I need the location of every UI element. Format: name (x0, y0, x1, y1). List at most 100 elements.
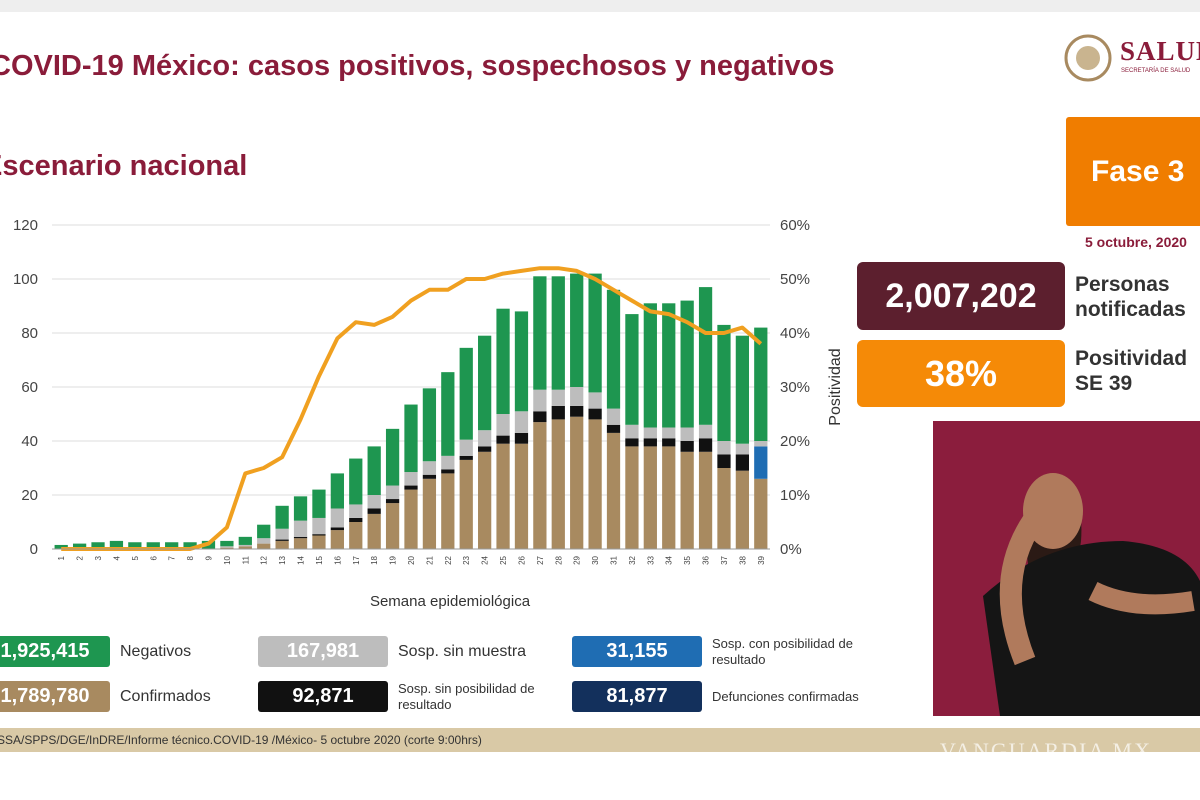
bar-segment (533, 422, 547, 549)
bar-segment (533, 389, 547, 412)
bar-segment (588, 408, 602, 420)
y2-tick-label: 20% (780, 433, 810, 450)
y-tick-label: 60 (21, 379, 38, 396)
bar-segment (588, 419, 602, 549)
bar-segment (533, 276, 547, 390)
bar-segment (367, 508, 381, 514)
y-tick-label: 0 (30, 541, 38, 558)
bar-segment (385, 485, 400, 500)
emblem (1064, 34, 1112, 82)
bar-segment (735, 454, 750, 471)
bar-segment (72, 543, 87, 549)
legend-box: 167,981 (258, 636, 388, 667)
bar-segment (478, 446, 492, 452)
bar-segment (385, 503, 400, 549)
bar-segment (330, 508, 344, 528)
x-tick-label: 8 (186, 555, 195, 560)
x-tick-label: 23 (462, 555, 471, 564)
bar-segment (680, 427, 694, 441)
x-tick-label: 21 (425, 555, 434, 564)
bar-segment (367, 495, 381, 509)
bar-segment (91, 542, 105, 549)
bar-segment (349, 458, 363, 505)
bar-segment (312, 535, 326, 549)
bar-segment (478, 451, 492, 549)
bar-segment (514, 432, 529, 444)
legend-box: 81,877 (572, 681, 702, 712)
subtitle: Escenario nacional (0, 150, 248, 182)
bar-segment (570, 273, 584, 387)
x-tick-label: 6 (149, 555, 158, 560)
bar-segment (220, 540, 234, 547)
bar-segment (625, 424, 639, 439)
bar-segment (367, 446, 381, 495)
x-tick-label: 28 (554, 555, 563, 564)
y-tick-label: 20 (21, 487, 38, 504)
bar-segment (459, 459, 473, 549)
bar-segment (533, 411, 547, 423)
interpreter-video (933, 421, 1200, 716)
y-tick-label: 80 (21, 325, 38, 342)
bar-segment (570, 405, 584, 417)
x-tick-label: 32 (628, 555, 637, 564)
footer: SSA/SPPS/DGE/InDRE/Informe técnico.COVID… (0, 733, 482, 747)
x-tick-label: 15 (315, 555, 324, 564)
bar-segment (275, 505, 289, 529)
bar-segment (385, 428, 400, 486)
phase: Fase 3 (1066, 117, 1200, 226)
x-tick-label: 1 (57, 555, 66, 560)
bar-segment (717, 441, 731, 455)
bar-segment (441, 473, 455, 549)
bar-segment (735, 443, 750, 455)
bar-segment (680, 451, 694, 549)
bar-segment (606, 424, 621, 433)
legend-label: Sosp. sin posibilidad de resultado (398, 680, 535, 712)
bar-segment (404, 404, 418, 473)
bar-segment (606, 289, 621, 409)
bar-segment (404, 472, 418, 486)
bar-segment (330, 530, 344, 549)
x-tick-label: 29 (573, 555, 582, 564)
bar-segment (128, 542, 142, 549)
x-tick-label: 34 (665, 555, 674, 564)
x-tick-label: 27 (536, 555, 545, 564)
bar-segment (257, 543, 271, 549)
x-tick-label: 31 (610, 555, 619, 564)
bar-segment (422, 388, 437, 462)
bar-segment (643, 427, 657, 439)
x-tick-label: 7 (168, 555, 177, 560)
y-tick-label: 100 (13, 271, 38, 288)
x-axis-title: Semana epidemiológica (370, 593, 531, 610)
bar-segment (754, 327, 768, 441)
positivity-label: Positividad SE 39 (1075, 347, 1188, 395)
notified-value: 2,007,202 (857, 262, 1065, 330)
x-tick-label: 22 (444, 555, 453, 564)
bar-segment (312, 517, 326, 535)
x-tick-label: 9 (204, 555, 213, 560)
x-tick-label: 11 (241, 555, 250, 564)
bar-segment (238, 546, 252, 549)
y2-tick-label: 50% (780, 271, 810, 288)
bar-segment (275, 528, 289, 540)
y2-tick-label: 60% (780, 217, 810, 234)
bar-segment (662, 427, 676, 439)
bar-segment (404, 489, 418, 549)
bar-segment (238, 544, 252, 547)
x-tick-label: 13 (278, 555, 287, 564)
bar-segment (662, 303, 676, 428)
x-tick-label: 4 (112, 555, 121, 560)
bar-segment (698, 287, 713, 425)
bar-segment (165, 542, 179, 549)
bar-segment (735, 335, 750, 444)
bar-segment (625, 446, 639, 549)
x-tick-label: 39 (757, 555, 766, 564)
top-strip (0, 0, 1200, 12)
bar-segment (754, 478, 768, 549)
legend-box: 31,155 (572, 636, 702, 667)
bar-segment (54, 544, 68, 549)
bar-segment (662, 438, 676, 447)
bar-segment (496, 308, 510, 414)
legend-label: Sosp. con posibilidad de resultado (712, 635, 853, 667)
bar-segment (551, 276, 565, 390)
date: 5 octubre, 2020 (1085, 234, 1187, 250)
